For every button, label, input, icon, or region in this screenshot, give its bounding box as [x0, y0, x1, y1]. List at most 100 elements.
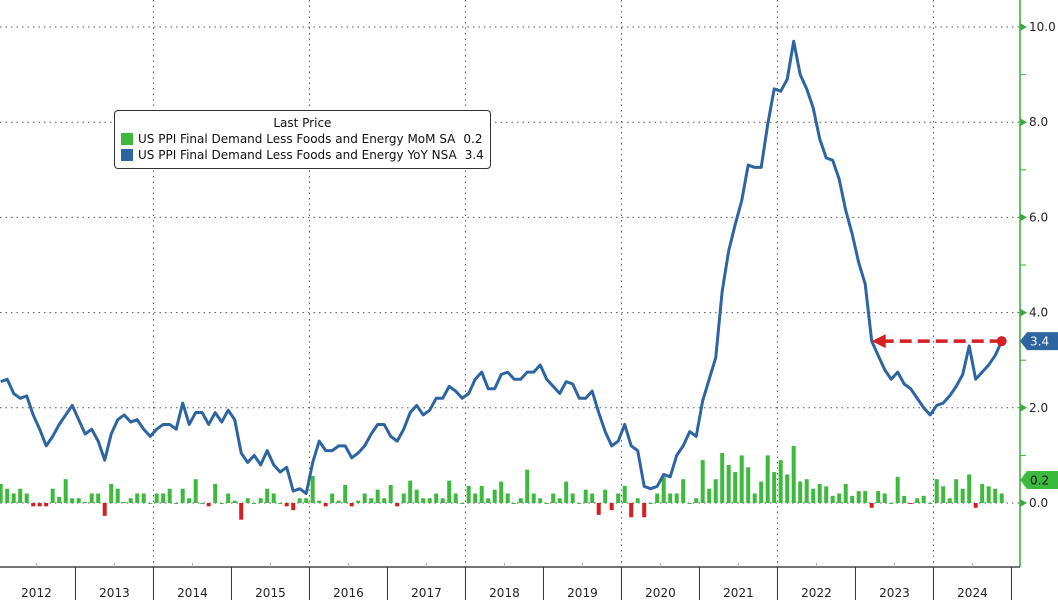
mom-bar	[746, 467, 751, 503]
mom-bar	[947, 498, 952, 503]
last-value-tag-text: 3.4	[1030, 335, 1049, 349]
mom-bar	[687, 503, 692, 504]
mom-bar	[739, 455, 744, 503]
mom-bar	[960, 488, 965, 503]
mom-bar	[388, 484, 393, 503]
y-tick-label: 2.0	[1029, 401, 1048, 415]
mom-bar	[161, 493, 166, 503]
y-tick-label: 4.0	[1029, 306, 1048, 320]
mom-bar	[226, 493, 231, 503]
gridlines	[0, 0, 1020, 567]
mom-bar	[135, 493, 140, 503]
mom-bar	[629, 503, 634, 518]
mom-bar	[967, 474, 972, 503]
mom-bar	[310, 475, 315, 503]
mom-bar	[499, 481, 504, 503]
mom-bar	[408, 480, 413, 503]
mom-bar	[24, 493, 29, 503]
mom-bar	[700, 460, 705, 503]
x-tick-label: 2020	[645, 586, 676, 600]
mom-bar	[122, 502, 127, 504]
mom-bar	[707, 488, 712, 503]
mom-bar	[395, 503, 400, 507]
mom-bar	[271, 493, 276, 503]
last-value-tag	[1020, 471, 1058, 489]
y-tick-label: 10.0	[1029, 20, 1056, 34]
mom-bar	[180, 488, 185, 503]
mom-bar	[434, 493, 439, 503]
mom-bar	[635, 498, 640, 503]
mom-bar	[661, 476, 666, 503]
mom-bar	[505, 493, 510, 503]
legend-entry-mom: US PPI Final Demand Less Foods and Energ…	[121, 131, 484, 147]
y-tick-marker	[1020, 213, 1027, 222]
mom-bar	[5, 488, 10, 503]
mom-bar	[869, 503, 874, 508]
x-tick-label: 2023	[879, 586, 910, 600]
mom-bar	[148, 503, 153, 504]
mom-bar	[908, 503, 913, 504]
mom-bar	[0, 483, 3, 503]
mom-bar	[772, 472, 777, 503]
annotation-arrow	[871, 334, 1007, 349]
mom-bar	[564, 481, 569, 503]
mom-bar	[544, 503, 549, 504]
mom-bars	[0, 445, 1004, 520]
mom-bar	[265, 488, 270, 503]
mom-bar	[219, 503, 224, 504]
mom-bar	[193, 479, 198, 503]
mom-bar	[889, 503, 894, 504]
legend-label: US PPI Final Demand Less Foods and Energ…	[138, 132, 456, 146]
mom-bar	[258, 498, 263, 503]
mom-bar	[375, 489, 380, 503]
mom-bar	[837, 493, 842, 503]
mom-bar	[590, 493, 595, 503]
mom-bar	[603, 489, 608, 503]
mom-bar	[200, 503, 205, 504]
mom-bar	[785, 474, 790, 503]
mom-bar	[850, 495, 855, 503]
mom-bar	[856, 491, 861, 503]
mom-bar	[421, 498, 426, 503]
mom-bar	[115, 488, 120, 503]
mom-bar	[616, 493, 621, 503]
y-tick-marker	[1020, 308, 1027, 317]
mom-bar	[843, 483, 848, 503]
mom-bar	[369, 498, 374, 503]
mom-bar	[297, 498, 302, 503]
last-value-tags: 3.4 0.2	[1020, 332, 1058, 489]
y-tick-marker	[1020, 499, 1027, 507]
x-tick-label: 2013	[99, 586, 130, 600]
mom-bar	[642, 503, 647, 518]
mom-bar	[928, 503, 933, 504]
mom-bar	[362, 493, 367, 503]
mom-bar	[596, 503, 601, 515]
mom-bar	[466, 485, 471, 503]
mom-bar	[895, 476, 900, 503]
mom-bar	[531, 493, 536, 503]
mom-bar	[252, 503, 257, 504]
mom-bar	[18, 488, 23, 503]
yoy-line-path	[0, 39, 1004, 495]
mom-bar	[167, 488, 172, 503]
mom-bar	[486, 498, 491, 503]
x-tick-label: 2012	[21, 586, 52, 600]
mom-bar	[109, 483, 114, 503]
mom-bar	[11, 493, 16, 503]
mom-bar	[681, 479, 686, 503]
y-tick-marker	[1020, 403, 1027, 412]
mom-bar	[973, 503, 978, 508]
mom-bar	[902, 495, 907, 503]
mom-bar	[427, 498, 432, 503]
mom-bar	[206, 503, 211, 507]
last-value-tag-text: 0.2	[1030, 474, 1049, 488]
mom-bar	[674, 493, 679, 503]
y-tick-marker	[1020, 118, 1027, 127]
mom-bar	[824, 486, 829, 503]
y-tick-label: 8.0	[1029, 115, 1048, 129]
mom-bar	[778, 460, 783, 503]
mom-bar	[583, 489, 588, 503]
mom-bar	[83, 502, 88, 504]
mom-bar	[473, 493, 478, 503]
